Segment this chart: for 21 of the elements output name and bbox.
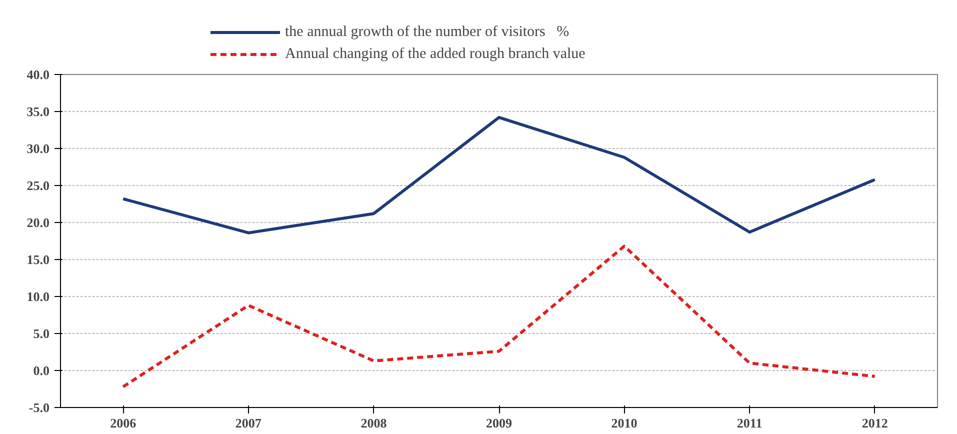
y-tick-label: 10.0 xyxy=(26,289,50,304)
y-tick-label: 20.0 xyxy=(26,215,50,230)
line-series xyxy=(122,116,876,234)
y-tick-label: 5.0 xyxy=(33,326,50,341)
line-series xyxy=(122,244,876,388)
y-tick-label: 40.0 xyxy=(26,67,50,82)
x-tick-label: 2009 xyxy=(486,416,512,430)
y-tick-label: 35.0 xyxy=(26,104,50,119)
legend-label: Annual changing of the added rough branch value xyxy=(285,46,586,62)
y-tick-label: 30.0 xyxy=(26,141,50,156)
x-tick-label: 2006 xyxy=(110,416,137,430)
x-tick-label: 2012 xyxy=(862,416,888,430)
x-tick-label: 2008 xyxy=(360,416,388,430)
y-tick-label: -5.0 xyxy=(28,400,50,415)
legend-label: the annual growth of the number of visitors % xyxy=(285,24,570,40)
y-tick-label: 0.0 xyxy=(33,363,50,378)
x-tick-label: 2007 xyxy=(235,416,262,430)
y-tick-label: 25.0 xyxy=(26,178,50,193)
x-tick-label: 2010 xyxy=(611,416,638,430)
y-tick-label: 15.0 xyxy=(26,252,50,267)
x-tick-label: 2011 xyxy=(736,416,762,430)
